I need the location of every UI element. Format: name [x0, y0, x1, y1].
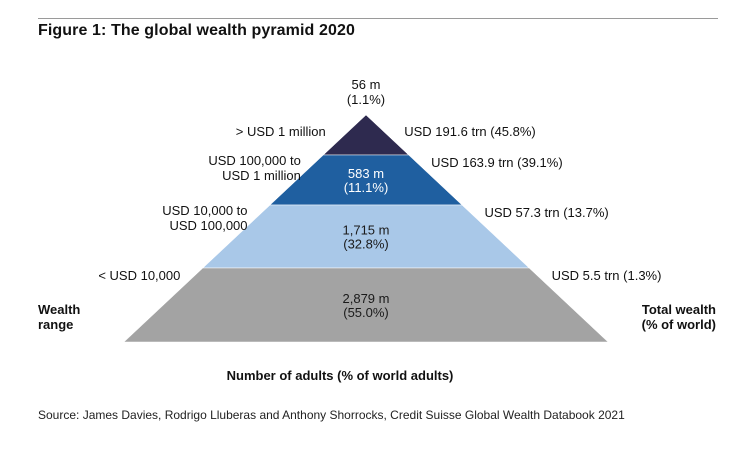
tier-2-total-wealth: USD 163.9 trn (39.1%) [431, 155, 563, 170]
tier-3-total-wealth: USD 57.3 trn (13.7%) [484, 205, 608, 220]
tier-3-adults-label: 1,715 m (32.8%) [343, 223, 390, 252]
left-axis-title: Wealth range [38, 302, 80, 332]
pyramid-tier-4 [123, 267, 609, 343]
tier-4-total-wealth: USD 5.5 trn (1.3%) [552, 268, 662, 283]
tier-1-adults-label: 56 m (1.1%) [347, 77, 385, 107]
pyramid-tier-1 [322, 114, 410, 156]
tier-2-adults-label: 583 m (11.1%) [344, 166, 389, 195]
tier-2-wealth-range: USD 100,000 to USD 1 million [208, 153, 301, 183]
source-note: Source: James Davies, Rodrigo Lluberas a… [38, 408, 625, 422]
tier-1-wealth-range: > USD 1 million [236, 124, 326, 139]
top-rule [38, 18, 718, 19]
tier-3-wealth-range: USD 10,000 to USD 100,000 [162, 203, 247, 233]
tier-4-adults-label: 2,879 m (55.0%) [343, 291, 390, 320]
bottom-axis-title: Number of adults (% of world adults) [226, 368, 454, 383]
tier-4-wealth-range: < USD 10,000 [98, 268, 180, 283]
right-axis-title: Total wealth (% of world) [642, 302, 716, 332]
tier-1-total-wealth: USD 191.6 trn (45.8%) [404, 124, 536, 139]
figure-title: Figure 1: The global wealth pyramid 2020 [38, 22, 355, 39]
